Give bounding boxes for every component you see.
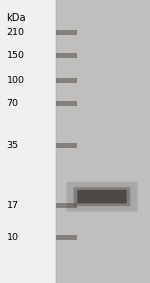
Text: 70: 70 xyxy=(7,99,19,108)
Bar xyxy=(56,235,76,240)
FancyBboxPatch shape xyxy=(77,190,127,203)
Text: 10: 10 xyxy=(7,233,19,242)
Bar xyxy=(56,53,76,58)
Text: 210: 210 xyxy=(7,28,25,37)
Bar xyxy=(56,203,76,208)
Bar xyxy=(56,30,76,35)
Text: 150: 150 xyxy=(7,51,25,60)
Bar xyxy=(0,0,57,283)
Bar xyxy=(56,78,76,83)
FancyBboxPatch shape xyxy=(66,182,138,211)
Bar xyxy=(56,101,76,106)
Text: 100: 100 xyxy=(7,76,25,85)
Text: kDa: kDa xyxy=(7,13,26,23)
Bar xyxy=(56,143,76,148)
Text: 17: 17 xyxy=(7,201,19,210)
FancyBboxPatch shape xyxy=(74,187,130,206)
Text: 35: 35 xyxy=(7,141,19,150)
Bar xyxy=(56,0,150,283)
